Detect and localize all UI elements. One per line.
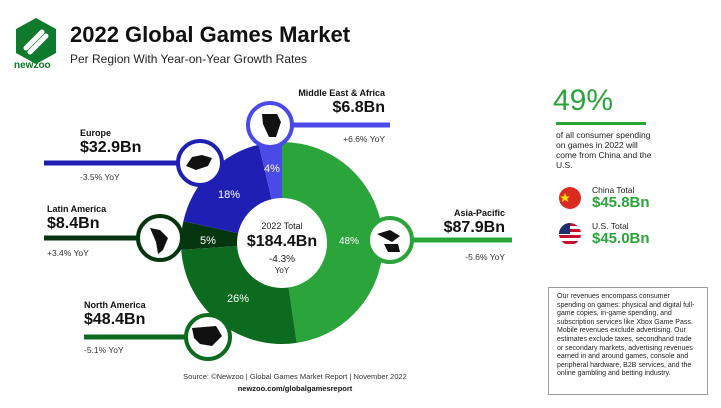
region-yoy-mea: +6.6% YoY (343, 134, 385, 144)
total-yoy-label: YoY (274, 266, 290, 275)
region-name-apac: Asia-Pacific (453, 208, 505, 218)
slice-label-na: 26% (226, 293, 250, 305)
region-value-mea: $6.8Bn (332, 99, 385, 116)
region-yoy-na: -5.1% YoY (84, 345, 124, 355)
big-percent-note: of all consumer spending on games in 202… (556, 130, 652, 170)
donut-hole (237, 198, 327, 288)
slice-label-mea: 4% (264, 163, 280, 175)
us-flag-icon (559, 223, 581, 245)
na-map-icon (184, 313, 232, 361)
europe-map-icon (176, 139, 224, 187)
region-value-europe: $32.9Bn (80, 139, 142, 156)
region-value-latam: $8.4Bn (47, 215, 100, 232)
china-name: China Total (592, 185, 635, 195)
us-value: $45.0Bn (592, 230, 650, 247)
region-name-europe: Europe (80, 128, 112, 138)
region-yoy-latam: +3.4% YoY (47, 248, 89, 258)
region-name-latam: Latin America (47, 204, 107, 214)
newzoo-logo (16, 18, 56, 64)
slice-label-apac: 48% (338, 236, 359, 247)
region-yoy-europe: -3.5% YoY (80, 172, 120, 182)
mea-map-icon (246, 101, 294, 149)
pie-slice-asia-pacific (282, 142, 384, 343)
china-flag-icon (559, 187, 581, 209)
region-value-na: $48.4Bn (84, 311, 146, 328)
slice-label-latam: 5% (200, 235, 216, 247)
latam-map-icon (136, 214, 184, 262)
page-subtitle: Per Region With Year-on-Year Growth Rate… (70, 52, 308, 66)
us-name: U.S. Total (592, 221, 629, 231)
logo-text: newzoo (14, 60, 51, 71)
region-value-apac: $87.9Bn (443, 219, 505, 236)
region-yoy-apac: -5.6% YoY (465, 252, 505, 262)
methodology-note: Our revenues encompass consumer spending… (548, 287, 708, 395)
source-url[interactable]: newzoo.com/globalgamesreport (237, 384, 353, 393)
source-text: Source: ©Newzoo | Global Games Market Re… (183, 372, 407, 381)
big-percent: 49% (553, 84, 614, 117)
page-title: 2022 Global Games Market (70, 22, 351, 47)
total-label: 2022 Total (261, 221, 303, 231)
region-name-na: North America (84, 300, 146, 310)
big-percent-underline (556, 122, 646, 125)
apac-map-icon (366, 216, 414, 264)
total-value: $184.4Bn (246, 233, 318, 250)
china-value: $45.8Bn (592, 194, 650, 211)
region-name-mea: Middle East & Africa (298, 88, 385, 98)
slice-label-europe: 18% (217, 189, 241, 201)
total-yoy-value: -4.3% (268, 254, 296, 265)
